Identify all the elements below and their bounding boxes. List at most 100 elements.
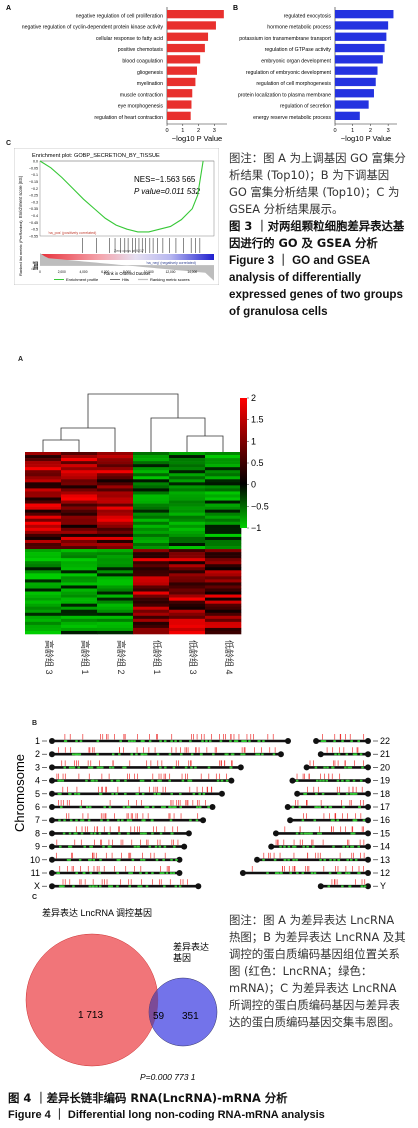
gsea-es-tick: −0.15: [29, 180, 38, 184]
heatmap-cell: [25, 536, 62, 541]
mrna-mark: [344, 766, 347, 769]
mrna-mark: [106, 819, 110, 822]
mrna-mark: [133, 845, 137, 848]
mrna-mark: [336, 819, 339, 822]
fig3-caption-cn: 图 3 ｜对两组颗粒细胞差异表达基因进行的 GO 及 GSEA 分析: [229, 219, 405, 250]
mrna-mark: [131, 859, 135, 861]
heatmap-cell: [205, 597, 242, 601]
heatmap-cell: [205, 630, 242, 635]
mrna-mark: [174, 885, 178, 888]
chromosome-label: 22: [380, 736, 390, 746]
mrna-mark: [315, 806, 319, 808]
heatmap-cell: [205, 521, 242, 526]
mrna-mark: [272, 753, 276, 756]
mrna-mark: [257, 753, 261, 756]
heatmap-cell: [61, 527, 98, 532]
mrna-mark: [274, 872, 278, 874]
heatmap-cell: [25, 588, 62, 592]
heatmap-cell: [97, 555, 134, 559]
chromosome-end: [365, 883, 371, 890]
mrna-mark: [172, 806, 175, 808]
mrna-mark: [163, 885, 166, 888]
mrna-mark: [148, 845, 152, 848]
mrna-mark: [230, 753, 234, 756]
mrna-mark: [341, 779, 344, 782]
heatmap-cell: [169, 530, 206, 535]
heatmap-cell: [205, 533, 242, 538]
chromosome-label: 19: [380, 776, 390, 786]
heatmap-cell: [97, 561, 134, 565]
mrna-mark: [345, 872, 348, 874]
heatmap-cell: [61, 576, 98, 580]
mrna-mark: [189, 819, 192, 822]
heatmap-cell: [169, 612, 206, 617]
mrna-mark: [360, 885, 364, 888]
heatmap-cell: [25, 482, 62, 486]
mrna-mark: [174, 740, 177, 742]
heatmap-cell: [97, 509, 134, 513]
mrna-mark: [109, 845, 112, 848]
chromosome-label: 13: [380, 855, 390, 865]
heatmap-cell: [133, 546, 170, 550]
mrna-mark: [306, 832, 310, 835]
gsea-rank-tick: −7.5: [32, 266, 38, 270]
chromosome-end: [209, 804, 216, 810]
mrna-mark: [283, 859, 287, 861]
heatmap-cell: [205, 579, 242, 583]
heatmap-cell: [97, 533, 134, 538]
heatmap-cell: [205, 567, 242, 571]
mrna-mark: [332, 766, 335, 769]
mrna-mark: [354, 753, 358, 756]
mrna-mark: [116, 859, 120, 861]
heatmap-cell: [205, 618, 242, 623]
mrna-mark: [165, 872, 169, 874]
mrna-mark: [224, 753, 228, 756]
mrna-mark: [69, 819, 73, 822]
mrna-mark: [109, 766, 112, 769]
heatmap-cell: [25, 464, 62, 468]
mrna-mark: [220, 779, 224, 782]
fig4-panel-b-letter: B: [32, 720, 38, 727]
heatmap-cell: [133, 570, 170, 574]
mrna-mark: [169, 872, 173, 874]
heatmap-cell: [169, 549, 206, 553]
mrna-mark: [179, 793, 182, 795]
venn-left-count: 1 713: [78, 1010, 103, 1021]
mrna-mark: [316, 779, 319, 782]
down-go-term-label: protein localization to plasma membrane: [238, 92, 331, 98]
mrna-mark: [352, 753, 356, 756]
heatmap-cell: [25, 618, 62, 623]
colorbar-tick: 2: [251, 393, 256, 403]
colorbar-tick: 0: [251, 480, 256, 490]
heatmap-cell: [25, 488, 62, 492]
heatmap-cell: [25, 518, 62, 523]
mrna-mark: [171, 832, 174, 835]
heatmap-cell: [169, 564, 206, 568]
mrna-mark: [162, 859, 165, 861]
heatmap-cell: [169, 591, 206, 595]
mrna-mark: [273, 859, 277, 861]
mrna-mark: [117, 819, 120, 822]
down-go-bar: [335, 100, 369, 109]
up-go-bar: [167, 21, 216, 30]
heatmap-cell: [169, 500, 206, 504]
mrna-mark: [88, 806, 92, 808]
mrna-mark: [151, 819, 154, 822]
mrna-mark: [102, 845, 105, 848]
gsea-es-tick: −0.2: [31, 187, 38, 191]
heatmap-cell: [133, 558, 170, 562]
heatmap-cell: [25, 546, 62, 550]
up-go-term-label: blood coagulation: [122, 59, 163, 65]
down-go-bar: [335, 10, 394, 19]
chromosome-end: [365, 738, 371, 744]
chromosome-label: 12: [380, 868, 390, 878]
mrna-mark: [168, 779, 171, 782]
heatmap-cell: [61, 552, 98, 556]
heatmap-cell: [169, 543, 206, 547]
mrna-mark: [110, 885, 114, 888]
heatmap-cell: [61, 624, 98, 629]
mrna-mark: [63, 766, 66, 769]
mrna-mark: [295, 779, 299, 782]
heatmap-cell: [205, 467, 242, 471]
heatmap-cell: [133, 452, 170, 456]
